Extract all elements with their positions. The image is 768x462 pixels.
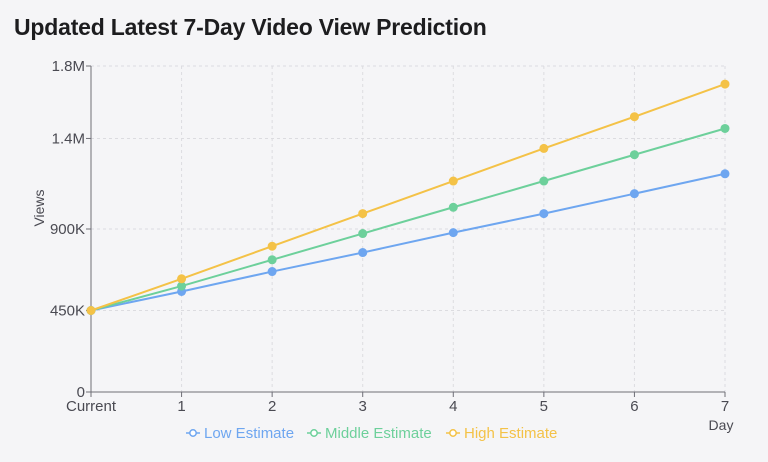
data-point: [720, 79, 730, 89]
series-line-1: [90, 127, 726, 312]
x-tick-label: 2: [268, 398, 276, 415]
y-tick-label: 0: [77, 384, 85, 401]
data-point: [448, 202, 458, 212]
x-axis-title: Day: [709, 417, 734, 433]
x-tick-label: Current: [66, 398, 117, 415]
legend-label: Middle Estimate: [325, 425, 432, 442]
legend-label: Low Estimate: [204, 425, 294, 442]
x-tick-label: 3: [359, 398, 367, 415]
data-point: [720, 169, 730, 179]
y-tick-label: 1.8M: [52, 58, 85, 75]
y-tick-label: 450K: [50, 303, 85, 320]
data-point: [539, 143, 549, 153]
series-line-2: [90, 83, 726, 312]
legend-swatch-marker: [189, 429, 197, 437]
data-point: [177, 281, 187, 291]
y-tick-label: 1.4M: [52, 130, 85, 147]
series-line-0: [90, 172, 726, 312]
data-point: [267, 255, 277, 265]
legend-label: High Estimate: [464, 425, 557, 442]
data-point: [86, 306, 96, 315]
data-point: [720, 123, 730, 133]
data-point: [448, 176, 458, 186]
data-point: [358, 248, 368, 258]
x-tick-label: 6: [630, 398, 638, 415]
data-point: [358, 209, 368, 219]
data-point: [267, 267, 277, 277]
y-axis-title: Views: [31, 189, 47, 226]
chart-title: Updated Latest 7-Day Video View Predicti…: [14, 14, 487, 40]
legend-swatch-marker: [310, 429, 318, 437]
legend-swatch-marker: [449, 429, 457, 437]
data-point: [629, 150, 639, 160]
data-point: [539, 176, 549, 186]
data-point: [629, 112, 639, 122]
x-tick-label: 7: [721, 398, 729, 415]
data-point: [539, 209, 549, 219]
data-point: [358, 229, 368, 239]
x-tick-label: 1: [177, 398, 185, 415]
data-point: [177, 274, 187, 284]
data-point: [448, 228, 458, 238]
data-point: [629, 189, 639, 199]
x-tick-label: 4: [449, 398, 457, 415]
data-point: [267, 241, 277, 251]
x-tick-label: 5: [540, 398, 548, 415]
y-tick-label: 900K: [50, 221, 85, 238]
